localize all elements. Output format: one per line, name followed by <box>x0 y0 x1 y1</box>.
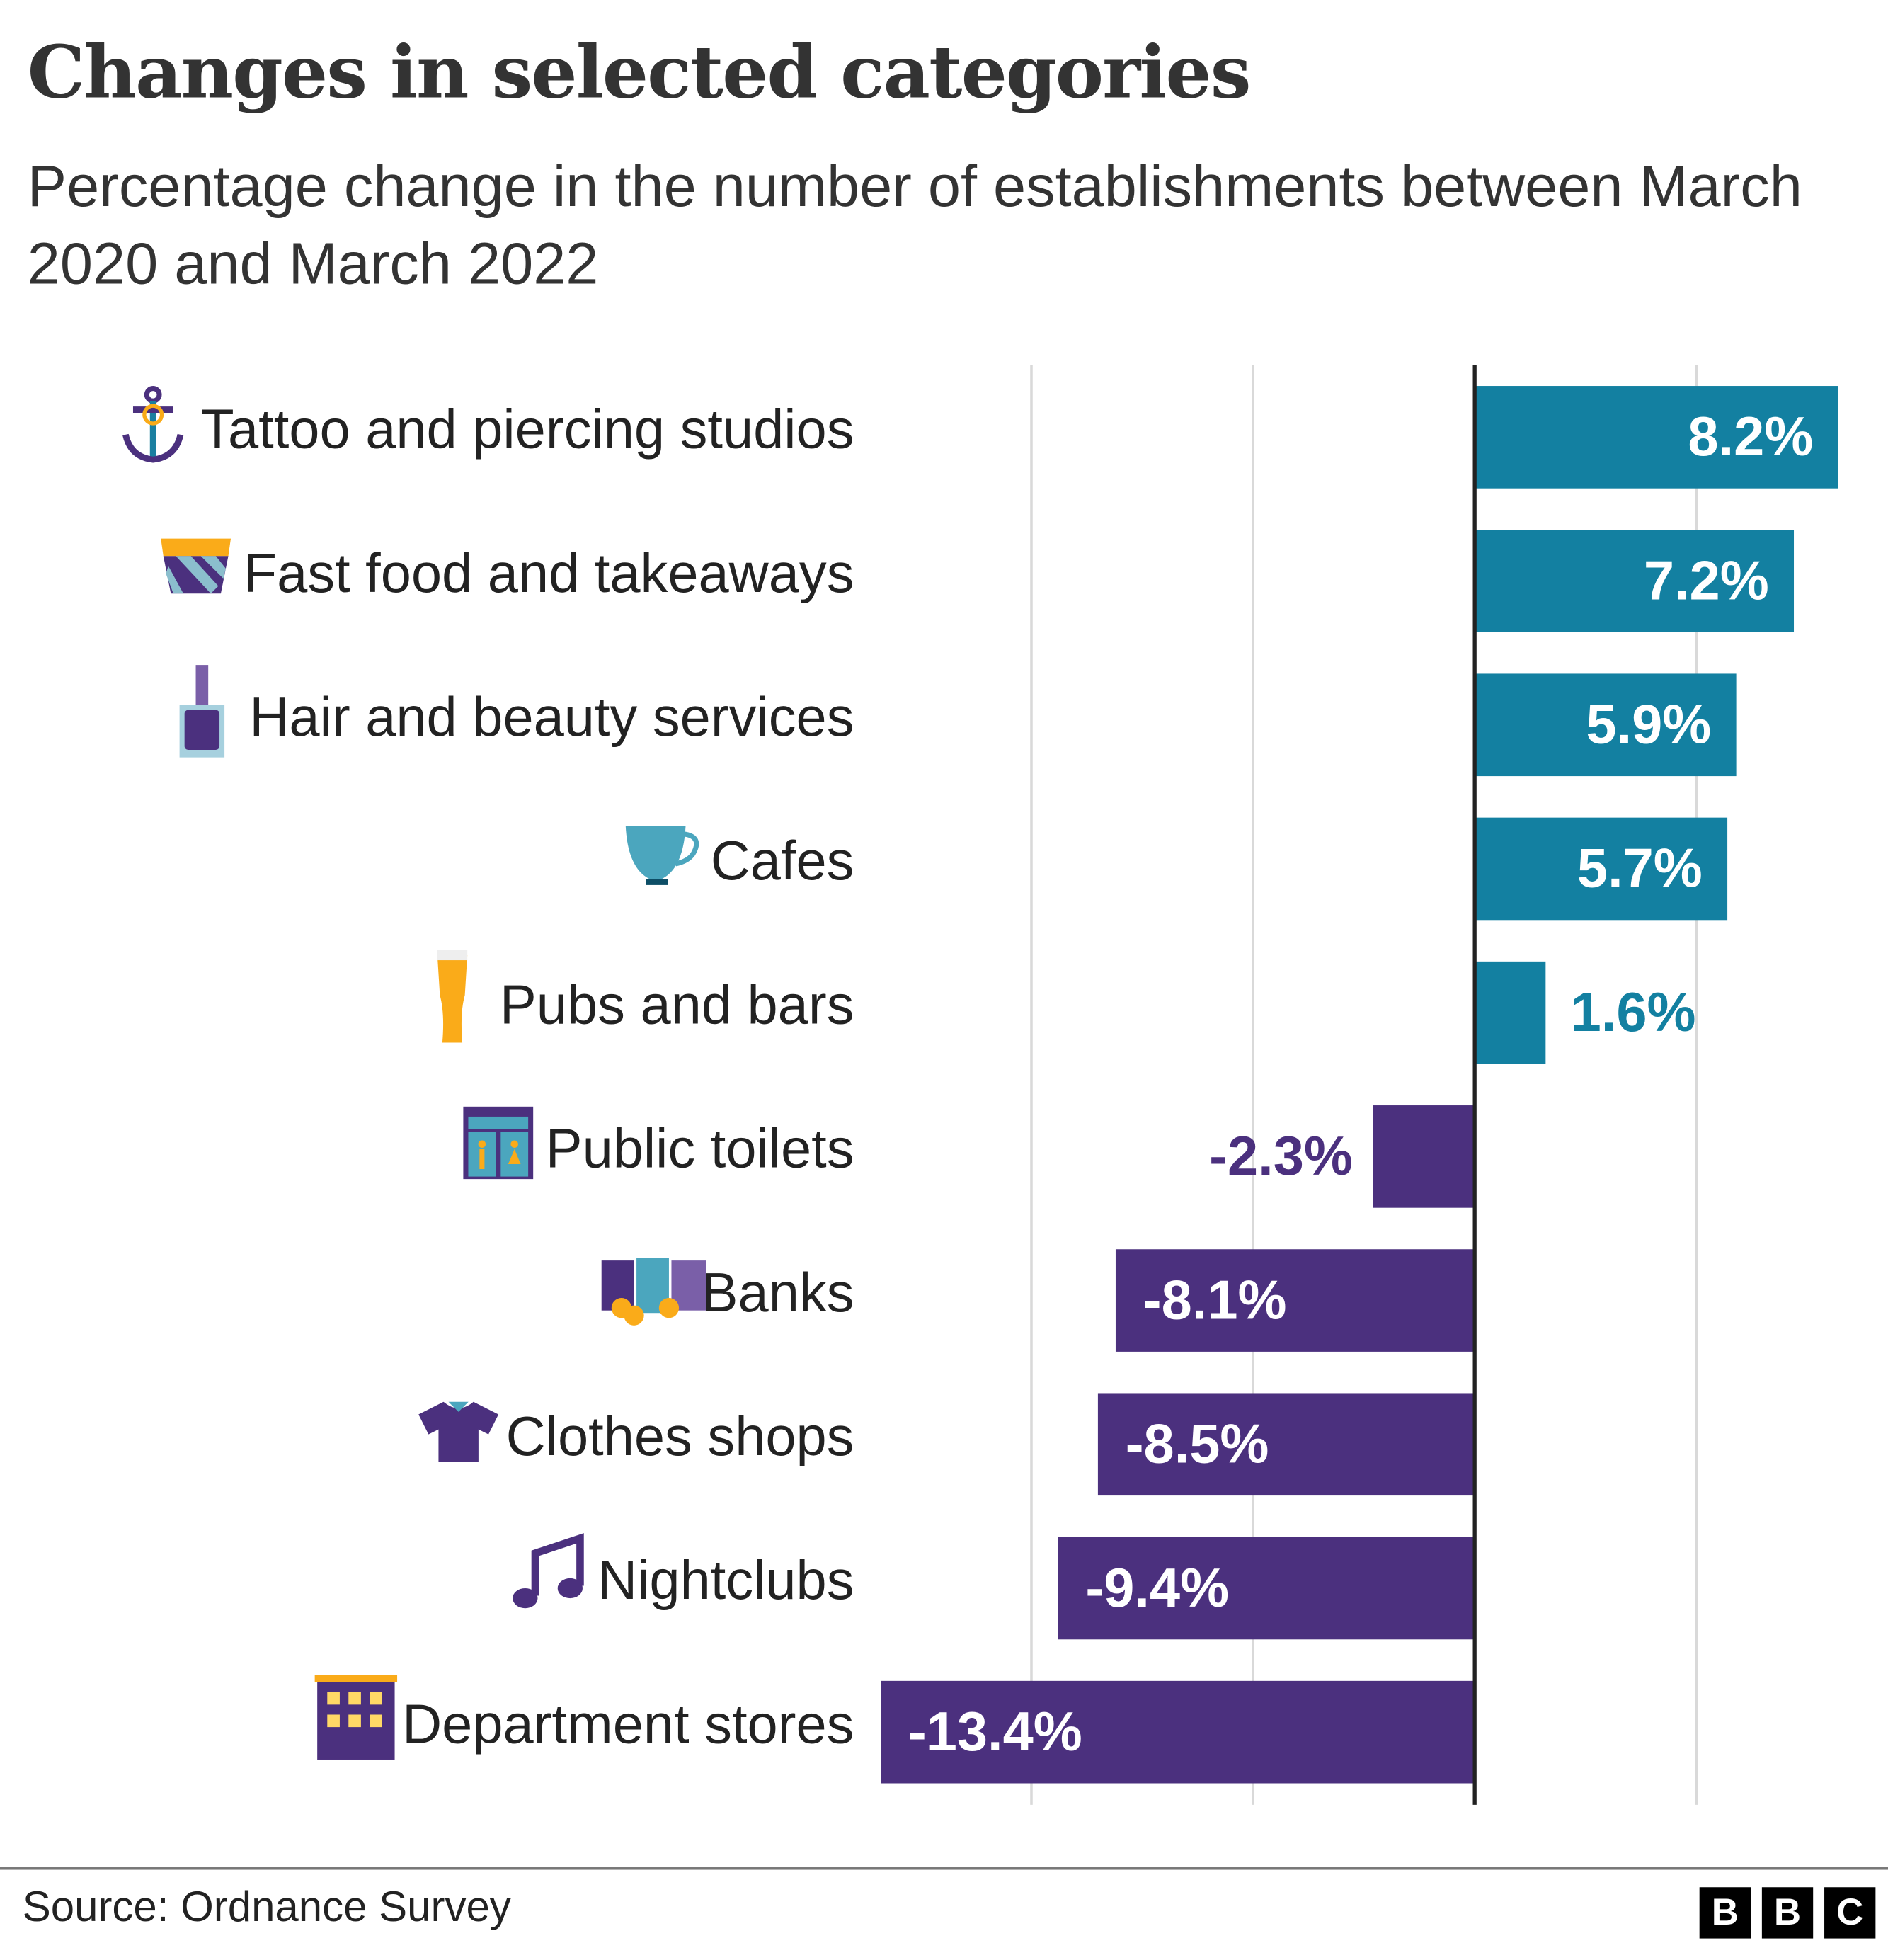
music-note-icon <box>513 1533 584 1609</box>
chart-subtitle: Percentage change in the number of estab… <box>27 152 1802 297</box>
nail-polish-icon <box>179 665 225 758</box>
bar <box>1475 530 1795 632</box>
fries-icon <box>161 538 231 594</box>
bar <box>1475 817 1728 921</box>
beer-glass-icon <box>437 950 468 1043</box>
bar <box>1475 386 1838 489</box>
data-label: -8.1% <box>1143 1270 1287 1331</box>
bar <box>1058 1537 1475 1640</box>
data-label: 8.2% <box>1688 406 1813 467</box>
bar <box>1373 1105 1475 1208</box>
data-label: -8.5% <box>1126 1414 1269 1475</box>
data-label: 1.6% <box>1571 982 1696 1043</box>
source-note: Source: Ordnance Survey <box>22 1883 511 1931</box>
bar <box>1097 1393 1475 1496</box>
category-label: Nightclubs <box>597 1550 854 1611</box>
bank-notes-icon <box>601 1258 706 1326</box>
data-label: 5.7% <box>1577 838 1703 899</box>
cup-icon <box>625 826 699 885</box>
chart-title: Changes in selected categories <box>27 30 1252 115</box>
bar <box>881 1680 1475 1784</box>
data-label: -13.4% <box>908 1702 1082 1762</box>
category-label: Department stores <box>402 1694 854 1755</box>
building-icon <box>314 1675 398 1760</box>
category-label: Pubs and bars <box>500 974 854 1035</box>
category-label: Fast food and takeaways <box>244 543 854 604</box>
category-label: Cafes <box>711 831 854 891</box>
category-label: Hair and beauty services <box>249 687 854 748</box>
anchor-icon <box>122 386 184 463</box>
category-label: Public toilets <box>546 1119 854 1180</box>
toilet-icon <box>463 1106 534 1180</box>
bar <box>1115 1249 1475 1352</box>
data-label: 5.9% <box>1586 695 1711 756</box>
footer-divider <box>0 1867 1888 1870</box>
bar <box>1475 673 1737 777</box>
bar <box>1475 961 1546 1064</box>
data-label: 7.2% <box>1644 550 1769 611</box>
category-label: Clothes shops <box>506 1406 854 1467</box>
category-label: Tattoo and piercing studios <box>200 399 854 460</box>
category-label: Banks <box>702 1263 854 1323</box>
bar-chart: Tattoo and piercing studios 8.2% Fast food… <box>122 365 1838 1805</box>
data-label: -2.3% <box>1209 1126 1353 1187</box>
data-label: -9.4% <box>1085 1558 1229 1619</box>
tshirt-icon <box>418 1401 499 1462</box>
